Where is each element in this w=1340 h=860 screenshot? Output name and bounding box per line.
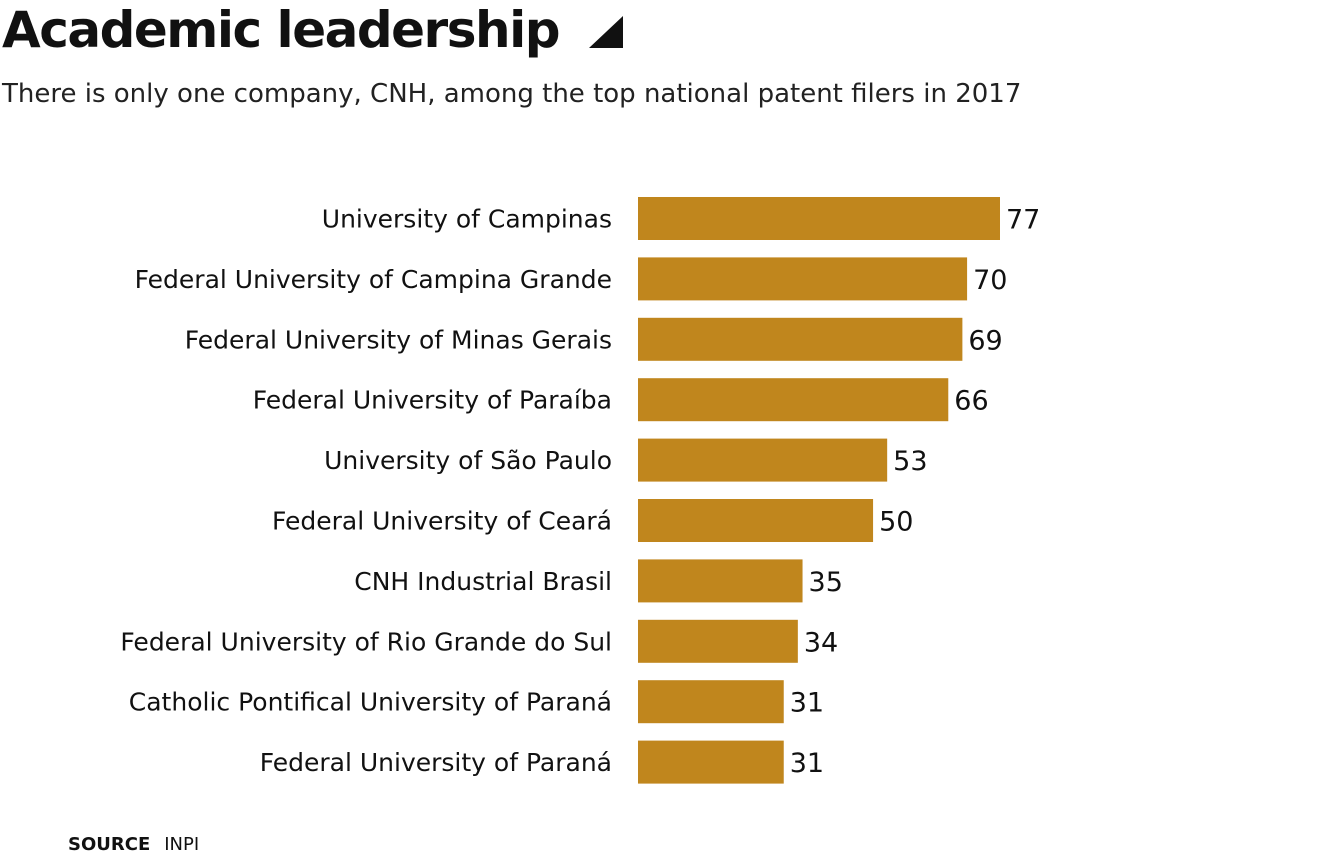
category-label: Federal University of Campina Grande	[135, 265, 612, 294]
value-label: 70	[973, 265, 1007, 296]
value-label: 66	[954, 386, 988, 417]
chart-title: Academic leadership	[2, 1, 561, 59]
bar	[638, 680, 784, 724]
chart-subtitle: There is only one company, CNH, among th…	[2, 79, 1022, 109]
category-label: Catholic Pontifical University of Paraná	[129, 688, 612, 717]
source-note: SOURCE INPI	[68, 832, 199, 858]
value-label: 35	[809, 567, 843, 598]
source-value: INPI	[164, 834, 200, 855]
category-label: Federal University of Minas Gerais	[185, 325, 612, 354]
value-label: 34	[804, 627, 838, 658]
value-label: 69	[968, 325, 1002, 356]
bar	[638, 559, 803, 603]
category-label: Federal University of Ceará	[272, 507, 612, 536]
category-label: Federal University of Rio Grande do Sul	[120, 627, 612, 656]
bar	[638, 317, 963, 361]
bar	[638, 378, 949, 422]
source-label: SOURCE	[68, 834, 151, 855]
triangle-corner-icon	[589, 16, 623, 48]
title-row: Academic leadership	[2, 0, 623, 60]
value-label: 31	[790, 688, 824, 719]
category-label: University of São Paulo	[324, 446, 612, 475]
bar-chart-svg: University of Campinas 77 Federal Universi…	[120, 197, 1040, 784]
category-label: University of Campinas	[322, 205, 612, 234]
bar-chart: University of Campinas 77 Federal Universi…	[0, 180, 1340, 810]
bar	[638, 619, 798, 663]
value-label: 50	[879, 507, 913, 538]
bar	[638, 438, 888, 482]
value-label: 31	[790, 748, 824, 779]
category-label: CNH Industrial Brasil	[354, 567, 612, 596]
value-label: 77	[1006, 205, 1040, 236]
category-label: Federal University of Paraná	[260, 748, 612, 777]
bar	[638, 197, 1000, 240]
bar	[638, 499, 874, 542]
value-label: 53	[893, 446, 927, 477]
bar	[638, 740, 784, 784]
bar	[638, 257, 968, 301]
category-label: Federal University of Paraíba	[253, 386, 612, 415]
